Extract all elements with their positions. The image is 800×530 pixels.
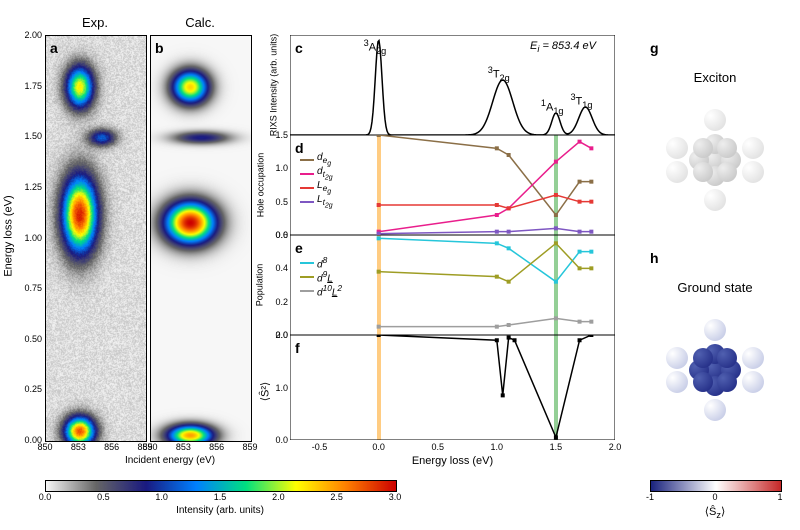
intensity-colorbar <box>45 480 397 492</box>
intensity-colorbar-label: Intensity (arb. units) <box>45 505 395 516</box>
legend-item: Lt2g <box>300 194 333 210</box>
panel-e-ylabel: Population <box>254 264 264 307</box>
panel-f-plot <box>290 335 615 440</box>
panel-a-heatmap <box>45 35 147 442</box>
panel-c-label: c <box>295 40 303 56</box>
sz-colorbar-label: ⟨Ŝz⟩ <box>650 505 780 520</box>
panel-a-xlabel: Incident energy (eV) <box>95 455 245 466</box>
panel-c-ylabel: RIXS Intensity (arb. units) <box>268 34 278 137</box>
panel-f-xlabel: Energy loss (eV) <box>290 455 615 467</box>
ground-state-molecule <box>660 310 770 430</box>
panel-e-label: e <box>295 240 303 256</box>
panel-b-title: Calc. <box>150 15 250 30</box>
panel-a-label: a <box>50 40 58 56</box>
exciton-molecule <box>660 100 770 220</box>
panel-b-label: b <box>155 40 164 56</box>
sz-colorbar <box>650 480 782 492</box>
panel-a-ylabel: Energy loss (eV) <box>3 195 15 276</box>
panel-f-label: f <box>295 340 300 356</box>
panel-c-annotation: Ei = 853.4 eV <box>530 40 596 54</box>
panel-h-title: Ground state <box>650 280 780 295</box>
panel-b-heatmap <box>150 35 252 442</box>
panel-d-plot <box>290 135 615 235</box>
panel-g-title: Exciton <box>650 70 780 85</box>
panel-h-label: h <box>650 250 659 266</box>
figure-container: Exp. a Calc. b Energy loss (eV) 0.000.25… <box>0 0 800 530</box>
panel-g-label: g <box>650 40 659 56</box>
legend-item: d10L2 <box>300 283 342 298</box>
panel-a-title: Exp. <box>45 15 145 30</box>
panel-d-ylabel: Hole occupation <box>255 153 265 218</box>
